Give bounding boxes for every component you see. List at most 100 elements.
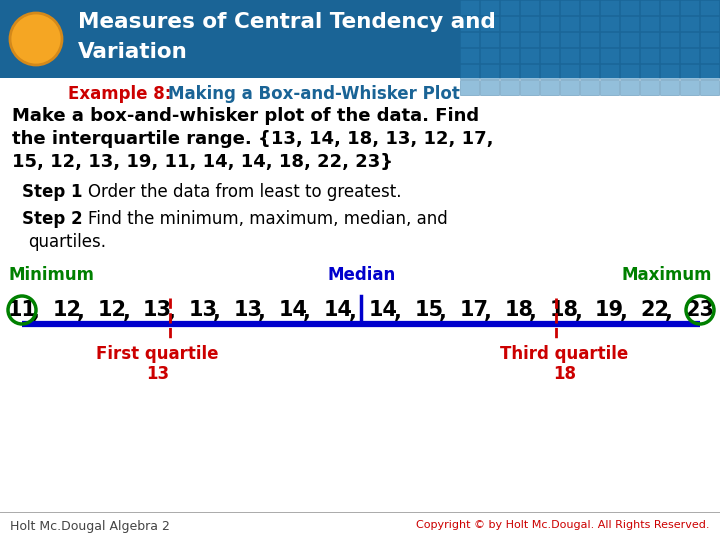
Text: ,: , bbox=[438, 302, 446, 322]
FancyBboxPatch shape bbox=[660, 80, 679, 95]
FancyBboxPatch shape bbox=[680, 80, 699, 95]
FancyBboxPatch shape bbox=[700, 64, 719, 79]
Text: the interquartile range. {13, 14, 18, 13, 12, 17,: the interquartile range. {13, 14, 18, 13… bbox=[12, 130, 493, 148]
FancyBboxPatch shape bbox=[560, 0, 579, 15]
FancyBboxPatch shape bbox=[700, 16, 719, 31]
FancyBboxPatch shape bbox=[580, 64, 599, 79]
FancyBboxPatch shape bbox=[0, 0, 720, 78]
FancyBboxPatch shape bbox=[640, 48, 659, 63]
FancyBboxPatch shape bbox=[680, 16, 699, 31]
Text: Median: Median bbox=[328, 266, 396, 284]
FancyBboxPatch shape bbox=[580, 80, 599, 95]
FancyBboxPatch shape bbox=[520, 16, 539, 31]
FancyBboxPatch shape bbox=[460, 16, 479, 31]
FancyBboxPatch shape bbox=[580, 16, 599, 31]
Text: 13: 13 bbox=[146, 365, 169, 383]
Text: 14: 14 bbox=[369, 300, 398, 320]
Text: Third quartile: Third quartile bbox=[500, 345, 629, 363]
FancyBboxPatch shape bbox=[660, 32, 679, 47]
FancyBboxPatch shape bbox=[480, 16, 499, 31]
FancyBboxPatch shape bbox=[660, 0, 679, 15]
FancyBboxPatch shape bbox=[460, 32, 479, 47]
FancyBboxPatch shape bbox=[560, 48, 579, 63]
Text: Step 2: Step 2 bbox=[22, 210, 83, 228]
Text: Measures of Central Tendency and: Measures of Central Tendency and bbox=[78, 12, 496, 32]
Text: 18: 18 bbox=[505, 300, 534, 320]
FancyBboxPatch shape bbox=[500, 48, 519, 63]
Text: ,: , bbox=[213, 302, 220, 322]
FancyBboxPatch shape bbox=[520, 64, 539, 79]
Text: 15, 12, 13, 19, 11, 14, 14, 18, 22, 23}: 15, 12, 13, 19, 11, 14, 14, 18, 22, 23} bbox=[12, 153, 393, 171]
Text: 13: 13 bbox=[189, 300, 217, 320]
Text: Minimum: Minimum bbox=[8, 266, 94, 284]
FancyBboxPatch shape bbox=[620, 80, 639, 95]
FancyBboxPatch shape bbox=[680, 48, 699, 63]
Text: Find the minimum, maximum, median, and: Find the minimum, maximum, median, and bbox=[88, 210, 448, 228]
FancyBboxPatch shape bbox=[520, 80, 539, 95]
Text: 12: 12 bbox=[53, 300, 81, 320]
Text: ,: , bbox=[665, 302, 672, 322]
FancyBboxPatch shape bbox=[540, 80, 559, 95]
Text: ,: , bbox=[394, 302, 402, 322]
FancyBboxPatch shape bbox=[700, 80, 719, 95]
FancyBboxPatch shape bbox=[660, 48, 679, 63]
Text: 12: 12 bbox=[98, 300, 127, 320]
FancyBboxPatch shape bbox=[680, 32, 699, 47]
FancyBboxPatch shape bbox=[600, 0, 619, 15]
FancyBboxPatch shape bbox=[480, 32, 499, 47]
FancyBboxPatch shape bbox=[460, 0, 479, 15]
FancyBboxPatch shape bbox=[540, 16, 559, 31]
Text: First quartile: First quartile bbox=[96, 345, 219, 363]
Text: Example 8:: Example 8: bbox=[68, 85, 171, 103]
Text: 15: 15 bbox=[414, 300, 444, 320]
Text: 13: 13 bbox=[233, 300, 263, 320]
FancyBboxPatch shape bbox=[520, 32, 539, 47]
FancyBboxPatch shape bbox=[620, 48, 639, 63]
Text: 19: 19 bbox=[595, 300, 624, 320]
FancyBboxPatch shape bbox=[460, 80, 479, 95]
Text: quartiles.: quartiles. bbox=[28, 233, 106, 251]
FancyBboxPatch shape bbox=[640, 80, 659, 95]
FancyBboxPatch shape bbox=[540, 48, 559, 63]
FancyBboxPatch shape bbox=[560, 80, 579, 95]
FancyBboxPatch shape bbox=[480, 64, 499, 79]
FancyBboxPatch shape bbox=[640, 64, 659, 79]
Text: ,: , bbox=[575, 302, 582, 322]
FancyBboxPatch shape bbox=[660, 16, 679, 31]
Text: Step 1: Step 1 bbox=[22, 183, 83, 201]
Text: 18: 18 bbox=[550, 300, 579, 320]
Text: 13: 13 bbox=[143, 300, 172, 320]
FancyBboxPatch shape bbox=[680, 0, 699, 15]
Text: 23: 23 bbox=[685, 300, 714, 320]
Text: Make a box-and-whisker plot of the data. Find: Make a box-and-whisker plot of the data.… bbox=[12, 107, 479, 125]
Text: 14: 14 bbox=[279, 300, 307, 320]
Text: Making a Box-and-Whisker Plot: Making a Box-and-Whisker Plot bbox=[168, 85, 460, 103]
Text: 22: 22 bbox=[640, 300, 670, 320]
FancyBboxPatch shape bbox=[480, 48, 499, 63]
FancyBboxPatch shape bbox=[540, 64, 559, 79]
Text: ,: , bbox=[620, 302, 627, 322]
FancyBboxPatch shape bbox=[520, 48, 539, 63]
FancyBboxPatch shape bbox=[640, 0, 659, 15]
FancyBboxPatch shape bbox=[600, 64, 619, 79]
FancyBboxPatch shape bbox=[700, 0, 719, 15]
Text: ,: , bbox=[258, 302, 266, 322]
Text: ,: , bbox=[77, 302, 85, 322]
Text: Variation: Variation bbox=[78, 42, 188, 62]
Text: Maximum: Maximum bbox=[621, 266, 712, 284]
FancyBboxPatch shape bbox=[480, 0, 499, 15]
FancyBboxPatch shape bbox=[600, 48, 619, 63]
Circle shape bbox=[10, 13, 62, 65]
FancyBboxPatch shape bbox=[520, 0, 539, 15]
FancyBboxPatch shape bbox=[620, 64, 639, 79]
Text: ,: , bbox=[303, 302, 311, 322]
FancyBboxPatch shape bbox=[580, 32, 599, 47]
FancyBboxPatch shape bbox=[620, 32, 639, 47]
FancyBboxPatch shape bbox=[600, 16, 619, 31]
FancyBboxPatch shape bbox=[680, 64, 699, 79]
Text: ,: , bbox=[348, 302, 356, 322]
FancyBboxPatch shape bbox=[640, 32, 659, 47]
Text: 11: 11 bbox=[7, 300, 37, 320]
Text: 18: 18 bbox=[553, 365, 576, 383]
Text: ,: , bbox=[484, 302, 492, 322]
